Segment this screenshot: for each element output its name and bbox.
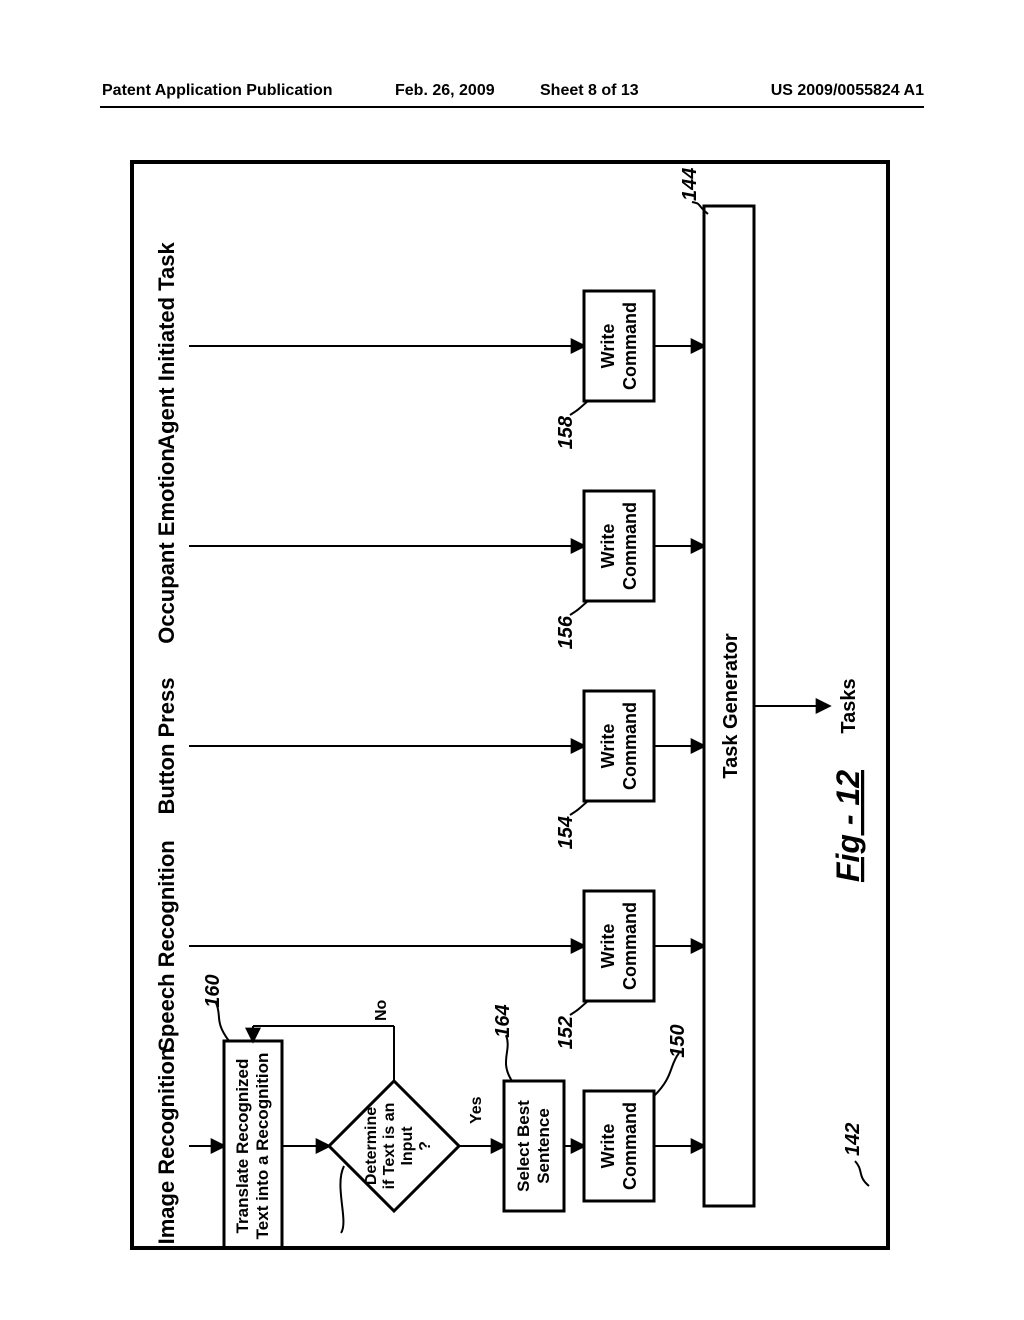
ref-152: 152 bbox=[555, 1016, 577, 1049]
header-rule bbox=[100, 106, 924, 108]
input-label-0: Image Recognition bbox=[154, 1048, 179, 1245]
svg-text:Text into a Recognition: Text into a Recognition bbox=[253, 1053, 272, 1240]
svg-text:Select Best: Select Best bbox=[514, 1100, 533, 1192]
figure-rotated-canvas: Image RecognitionSpeech Recognition Butto… bbox=[134, 164, 886, 1246]
publication-number: US 2009/0055824 A1 bbox=[771, 82, 924, 100]
svg-text:Command: Command bbox=[620, 902, 640, 990]
svg-text:Write: Write bbox=[598, 324, 618, 369]
ref-160: 160 bbox=[202, 974, 224, 1007]
input-label-3: Occupant Emotion bbox=[154, 448, 179, 644]
write-command-box-3 bbox=[584, 491, 654, 601]
input-label-2: Button Press bbox=[154, 678, 179, 815]
figure-title: Fig - 12 bbox=[830, 770, 866, 882]
tasks-label: Tasks bbox=[838, 678, 860, 733]
write-command-box-1 bbox=[584, 891, 654, 1001]
task-generator-label: Task Generator bbox=[720, 633, 742, 778]
svg-text:?: ? bbox=[417, 1141, 434, 1151]
ref-144: 144 bbox=[679, 168, 701, 201]
ref-156: 156 bbox=[555, 615, 577, 649]
svg-text:Write: Write bbox=[598, 924, 618, 969]
svg-text:Command: Command bbox=[620, 702, 640, 790]
svg-text:No: No bbox=[373, 999, 390, 1021]
ref-142: 142 bbox=[842, 1123, 864, 1156]
svg-text:Input: Input bbox=[399, 1126, 416, 1166]
svg-text:Translate Recognized: Translate Recognized bbox=[233, 1059, 252, 1234]
svg-text:Write: Write bbox=[598, 724, 618, 769]
ref-164: 164 bbox=[492, 1004, 514, 1037]
write-command-box-0 bbox=[584, 1091, 654, 1201]
svg-text:Write: Write bbox=[598, 524, 618, 569]
svg-text:Determine: Determine bbox=[363, 1107, 380, 1185]
write-command-box-4 bbox=[584, 291, 654, 401]
diagram-svg: Image RecognitionSpeech Recognition Butto… bbox=[134, 164, 886, 1246]
figure-frame: Image RecognitionSpeech Recognition Butto… bbox=[130, 160, 890, 1250]
svg-text:Command: Command bbox=[620, 502, 640, 590]
input-label-1: Speech Recognition bbox=[154, 840, 179, 1051]
ref-158: 158 bbox=[555, 415, 577, 449]
input-label-4: Agent Initiated Task bbox=[154, 242, 179, 450]
svg-text:Sentence: Sentence bbox=[534, 1108, 553, 1184]
ref-154: 154 bbox=[555, 816, 577, 849]
svg-text:Command: Command bbox=[620, 1102, 640, 1190]
svg-text:Write: Write bbox=[598, 1124, 618, 1169]
svg-text:Command: Command bbox=[620, 302, 640, 390]
page: Patent Application Publication Feb. 26, … bbox=[0, 0, 1024, 1320]
sheet-info: Sheet 8 of 13 bbox=[540, 82, 639, 100]
write-command-box-2 bbox=[584, 691, 654, 801]
svg-text:if Text is an: if Text is an bbox=[381, 1103, 398, 1190]
svg-text:Yes: Yes bbox=[468, 1096, 485, 1124]
publication-label: Patent Application Publication bbox=[102, 82, 333, 100]
publication-date: Feb. 26, 2009 bbox=[395, 82, 495, 100]
